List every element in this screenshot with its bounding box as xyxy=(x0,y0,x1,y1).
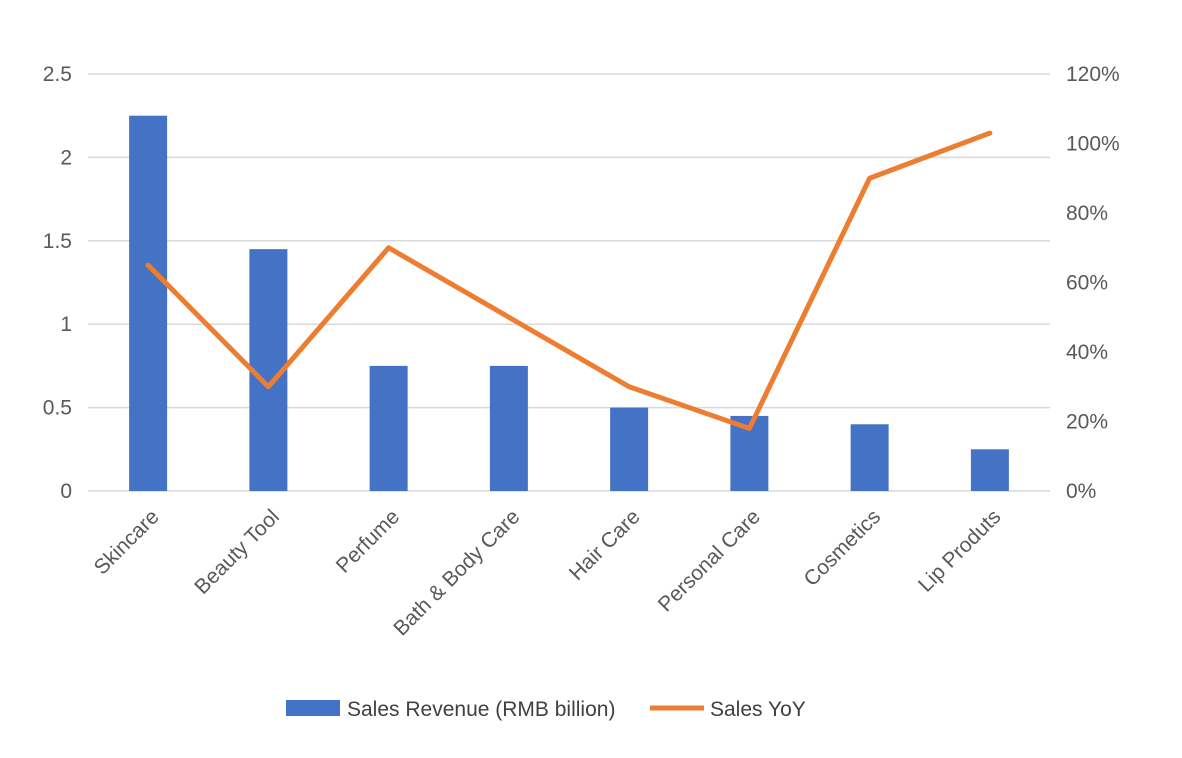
bar-skincare xyxy=(129,115,168,491)
legend: Sales Revenue (RMB billion) Sales YoY xyxy=(286,698,806,721)
bar-perfume xyxy=(369,365,408,491)
bar-cosmetics xyxy=(850,424,889,491)
left-tick-label: 0 xyxy=(60,480,72,503)
line-series xyxy=(145,130,993,431)
category-label: Perfume xyxy=(332,505,404,577)
category-label: Personal Care xyxy=(654,505,765,616)
left-tick-label: 0.5 xyxy=(43,397,72,420)
right-tick-label: 20% xyxy=(1066,411,1108,434)
right-tick-label: 120% xyxy=(1066,63,1120,86)
left-tick-label: 2 xyxy=(60,146,72,169)
bar-bath-body-care xyxy=(489,365,528,491)
right-tick-label: 80% xyxy=(1066,202,1108,225)
left-axis: 0 0.5 1 1.5 2 2.5 xyxy=(43,63,72,503)
left-tick-label: 1 xyxy=(60,313,72,336)
category-label: Cosmetics xyxy=(800,505,886,591)
right-tick-label: 0% xyxy=(1066,480,1096,503)
bar-lip-produts xyxy=(970,449,1009,491)
right-axis: 0% 20% 40% 60% 80% 100% 120% xyxy=(1066,63,1120,503)
legend-bar-swatch xyxy=(286,700,340,716)
bar-hair-care xyxy=(610,407,649,491)
yoy-line xyxy=(145,130,993,431)
category-label: Beauty Tool xyxy=(190,505,284,599)
category-label: Hair Care xyxy=(565,505,645,585)
right-tick-label: 40% xyxy=(1066,341,1108,364)
category-label: Bath & Body Care xyxy=(389,505,524,640)
legend-line-label: Sales YoY xyxy=(710,698,806,721)
category-label: Lip Produts xyxy=(914,505,1005,596)
category-label: Skincare xyxy=(90,505,164,579)
gridlines xyxy=(88,73,1050,492)
left-tick-label: 1.5 xyxy=(43,230,72,253)
right-tick-label: 60% xyxy=(1066,272,1108,295)
right-tick-label: 100% xyxy=(1066,133,1120,156)
bar-series xyxy=(129,115,1009,491)
left-tick-label: 2.5 xyxy=(43,63,72,86)
legend-bar-label: Sales Revenue (RMB billion) xyxy=(347,698,615,721)
